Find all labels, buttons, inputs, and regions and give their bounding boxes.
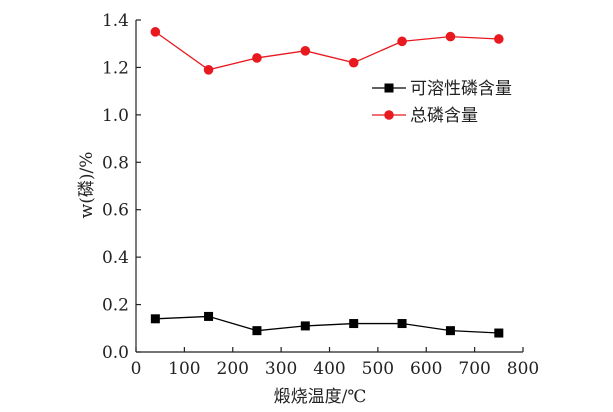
data-point: [397, 319, 407, 329]
y-tick-label: 1.4: [102, 11, 129, 31]
data-point: [204, 311, 214, 321]
data-point: [397, 36, 407, 47]
legend-marker: [384, 110, 394, 120]
axes: [135, 20, 523, 353]
x-axis-title: 煅烧温度/℃: [274, 387, 367, 407]
y-tick-label: 0.6: [102, 201, 129, 221]
y-axis-title: w(磷)/%: [77, 152, 97, 219]
y-tick-label: 0.8: [102, 153, 129, 173]
legend-label: 可溶性磷含量: [410, 79, 512, 99]
data-point: [300, 321, 310, 331]
x-tick-label: 500: [362, 359, 394, 379]
x-ticks: 0 100 200 300 400 500 600 700 800: [131, 347, 539, 379]
x-tick-label: 100: [168, 359, 200, 379]
y-tick-label: 0.4: [102, 248, 129, 268]
legend-marker: [384, 83, 394, 93]
series-line: [154, 31, 499, 71]
x-tick-label: 300: [265, 359, 297, 379]
data-point: [150, 27, 161, 37]
x-tick-label: 0: [131, 359, 142, 379]
data-point: [348, 57, 359, 68]
data-point: [150, 314, 160, 324]
data-point: [445, 31, 456, 42]
data-point: [445, 326, 455, 336]
series-layer: [150, 27, 504, 338]
data-point: [252, 326, 262, 336]
series-line: [155, 315, 499, 334]
y-tick-label: 1.2: [102, 58, 129, 78]
legend-label: 总磷含量: [410, 106, 478, 126]
y-tick-label: 0.2: [102, 296, 129, 316]
x-tick-label: 800: [507, 359, 539, 379]
y-tick-label: 1.0: [102, 106, 129, 126]
data-point: [494, 34, 504, 44]
x-tick-label: 700: [458, 359, 490, 379]
data-point: [494, 328, 504, 338]
x-tick-label: 600: [410, 359, 442, 379]
y-tick-label: 0.0: [102, 343, 129, 363]
x-tick-label: 200: [217, 359, 249, 379]
y-ticks: 0.0 0.2 0.4 0.6 0.8 1.0 1.2 1.4: [102, 11, 141, 363]
data-point: [300, 46, 311, 56]
data-point: [252, 53, 262, 63]
data-point: [349, 319, 359, 329]
x-tick-label: 400: [313, 359, 345, 379]
data-point: [203, 65, 214, 75]
